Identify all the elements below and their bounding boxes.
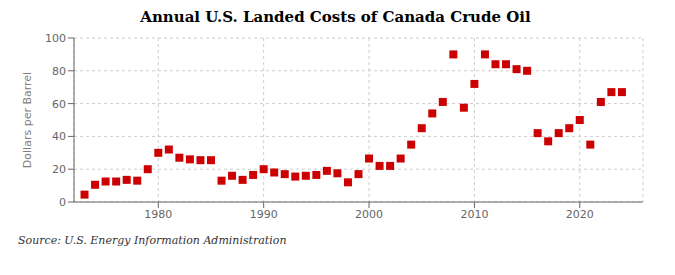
- svg-text:Dollars per Barrel: Dollars per Barrel: [21, 72, 34, 168]
- svg-text:40: 40: [52, 130, 66, 143]
- svg-text:1990: 1990: [250, 208, 278, 221]
- html-text:Source: U.S. Energy Informatio: Source: U.S. Energy Information Administ…: [18, 234, 287, 247]
- svg-text:1980: 1980: [144, 208, 172, 221]
- svg-text:0: 0: [59, 196, 66, 209]
- svg-text:2010: 2010: [460, 208, 488, 221]
- svg-text:60: 60: [52, 98, 66, 111]
- svg-text:2000: 2000: [355, 208, 383, 221]
- svg-text:2020: 2020: [566, 208, 594, 221]
- svg-text:80: 80: [52, 65, 66, 78]
- svg-text:20: 20: [52, 163, 66, 176]
- html-text:Annual U.S. Landed Costs of Ca: Annual U.S. Landed Costs of Canada Crude…: [140, 8, 531, 26]
- svg-text:100: 100: [45, 32, 66, 45]
